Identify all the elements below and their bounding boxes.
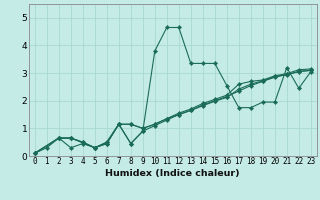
X-axis label: Humidex (Indice chaleur): Humidex (Indice chaleur) [106, 169, 240, 178]
